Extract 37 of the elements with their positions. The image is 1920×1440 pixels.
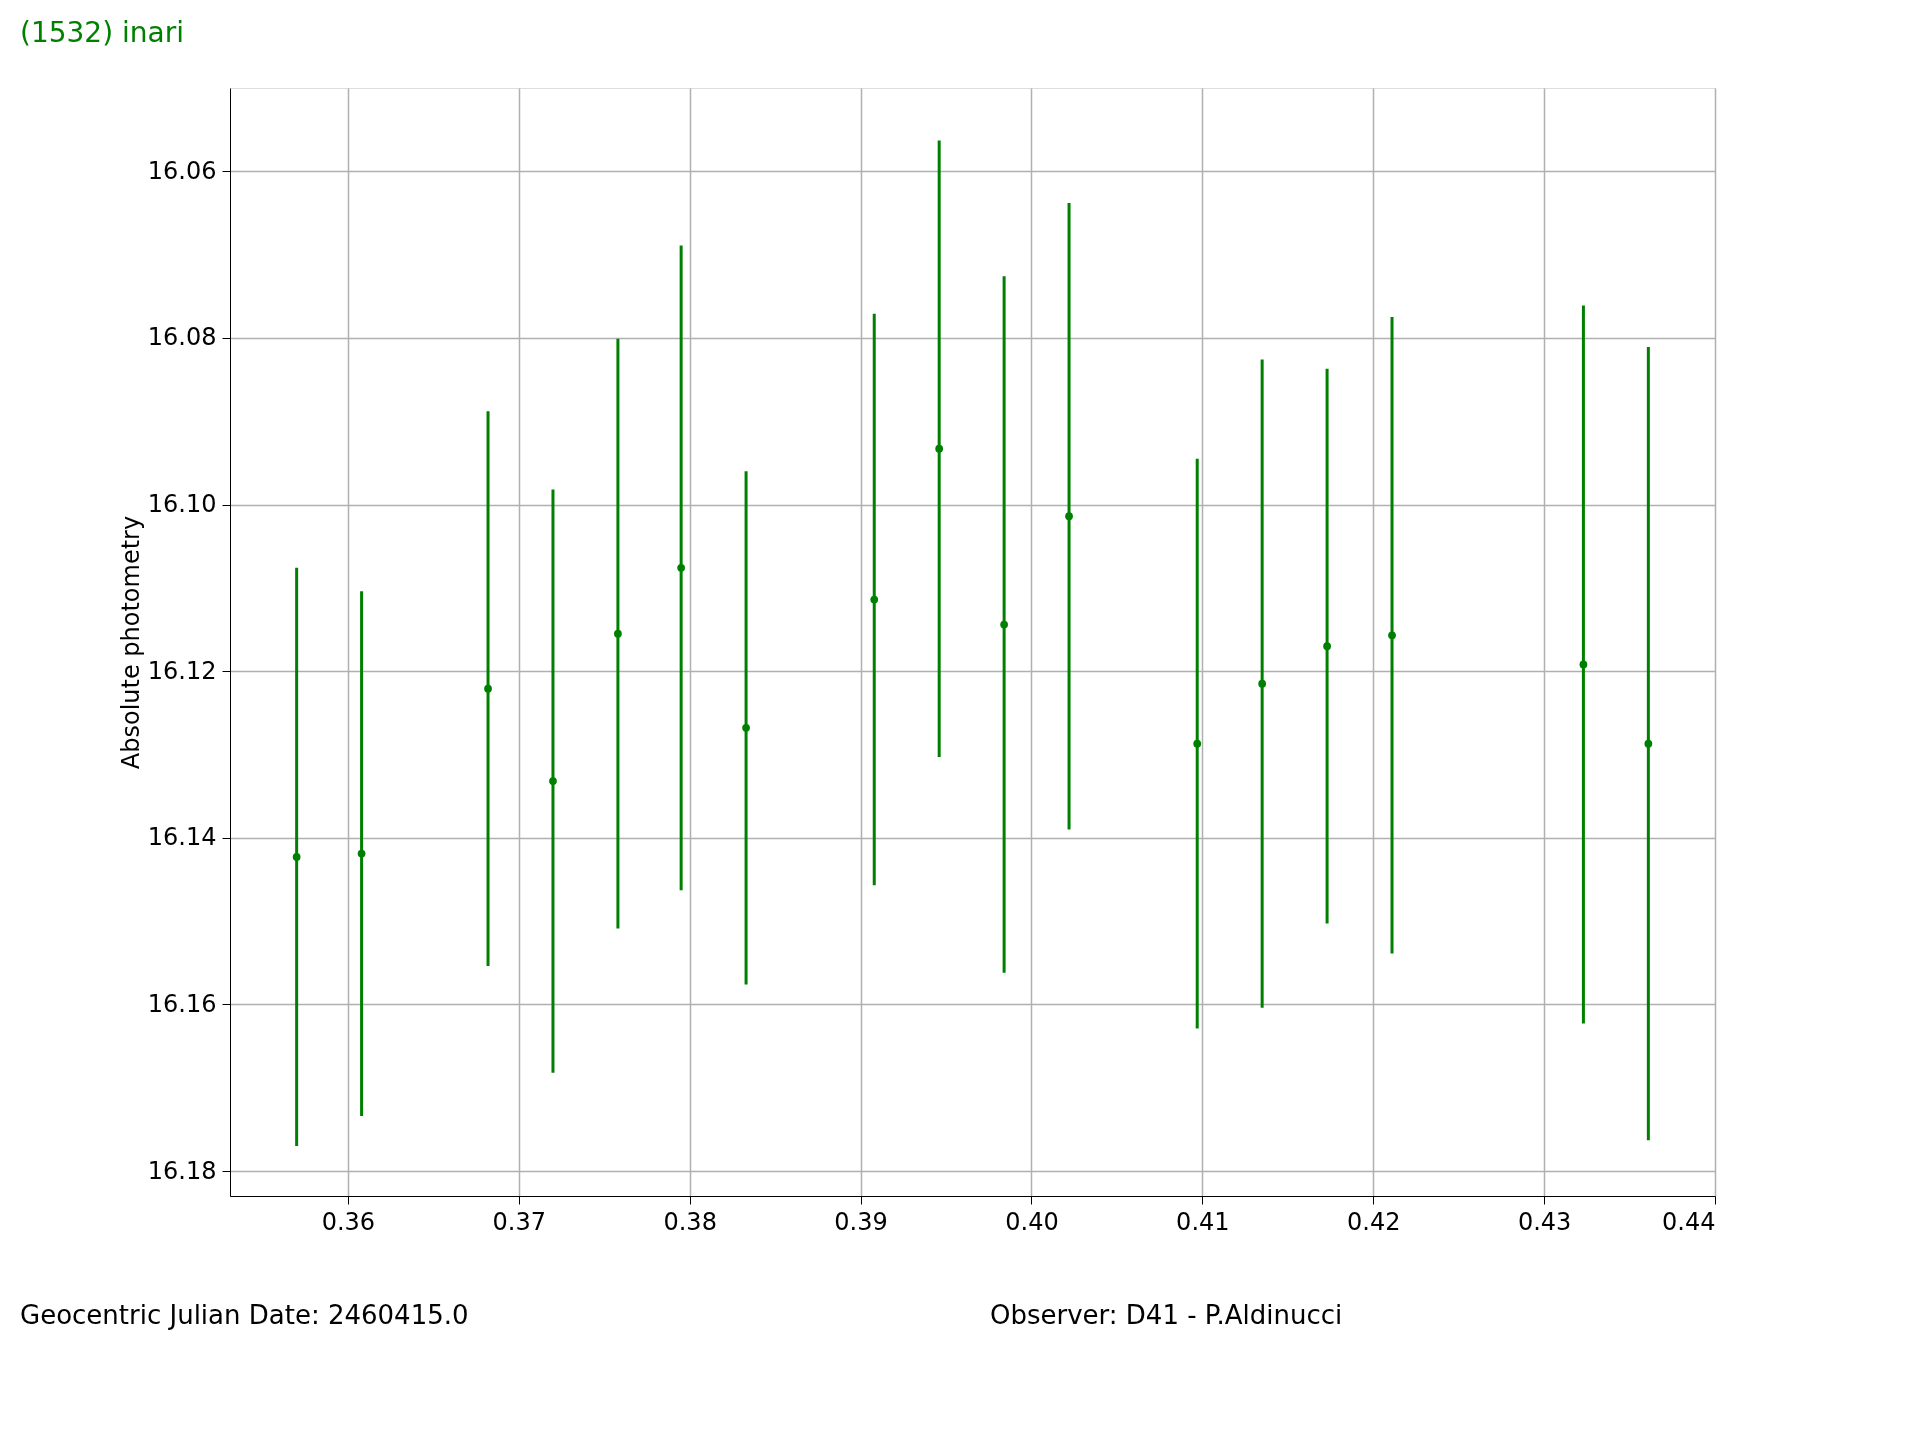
point — [1193, 739, 1202, 748]
y-tick-label: 16.10 — [147, 490, 217, 519]
x-tick-label: 0.44 — [1662, 1207, 1716, 1236]
point — [357, 849, 366, 858]
point — [484, 684, 492, 693]
point — [1644, 739, 1653, 748]
chart-title: (1532) inari — [20, 16, 184, 49]
point — [1258, 679, 1267, 688]
point — [870, 595, 879, 604]
x-tick-label: 0.38 — [663, 1207, 717, 1236]
text: Observer: D41 - P.Aldinucci — [990, 1300, 1343, 1330]
point — [1065, 512, 1073, 521]
point — [677, 563, 686, 572]
y-tick-label: 16.16 — [147, 989, 217, 1018]
point — [549, 777, 557, 785]
point — [292, 853, 301, 861]
x-tick-label: 0.42 — [1347, 1207, 1401, 1236]
x-tick-label: 0.40 — [1005, 1207, 1059, 1236]
point — [1388, 631, 1396, 640]
text: Geocentric Julian Date: 2460415.0 — [20, 1300, 469, 1330]
y-tick-label: 16.14 — [147, 823, 217, 852]
point — [1323, 642, 1331, 651]
x-tick-label: 0.36 — [321, 1207, 376, 1236]
y-tick-label: 16.18 — [147, 1156, 217, 1185]
y-tick-label: 16.06 — [147, 156, 217, 185]
x-tick-label: 0.39 — [834, 1207, 888, 1236]
y-tick-label: 16.12 — [147, 656, 217, 685]
point — [742, 723, 750, 732]
y-tick-label: 16.08 — [147, 323, 217, 352]
point — [1579, 660, 1588, 669]
x-tick-label: 0.41 — [1176, 1207, 1230, 1236]
y-axis-title: Absolute photometry — [116, 515, 145, 770]
point — [1000, 620, 1008, 629]
x-tick-label: 0.43 — [1517, 1207, 1572, 1236]
x-tick-label: 0.37 — [492, 1207, 547, 1236]
point — [614, 629, 622, 638]
point — [935, 444, 944, 453]
